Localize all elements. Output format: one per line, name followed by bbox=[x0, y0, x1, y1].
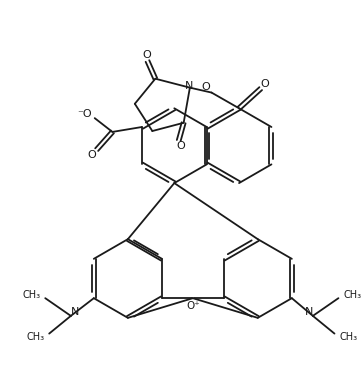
Text: O⁺: O⁺ bbox=[186, 301, 200, 311]
Text: CH₃: CH₃ bbox=[22, 290, 40, 300]
Text: O: O bbox=[142, 50, 151, 60]
Text: N: N bbox=[305, 307, 313, 317]
Text: N: N bbox=[185, 81, 193, 91]
Text: CH₃: CH₃ bbox=[339, 332, 357, 342]
Text: O: O bbox=[87, 150, 96, 159]
Text: N: N bbox=[71, 307, 79, 317]
Text: O: O bbox=[201, 82, 210, 92]
Text: ⁻O: ⁻O bbox=[78, 109, 92, 119]
Text: CH₃: CH₃ bbox=[26, 332, 44, 342]
Text: O: O bbox=[260, 79, 269, 89]
Text: CH₃: CH₃ bbox=[343, 290, 361, 300]
Text: O: O bbox=[176, 141, 185, 152]
